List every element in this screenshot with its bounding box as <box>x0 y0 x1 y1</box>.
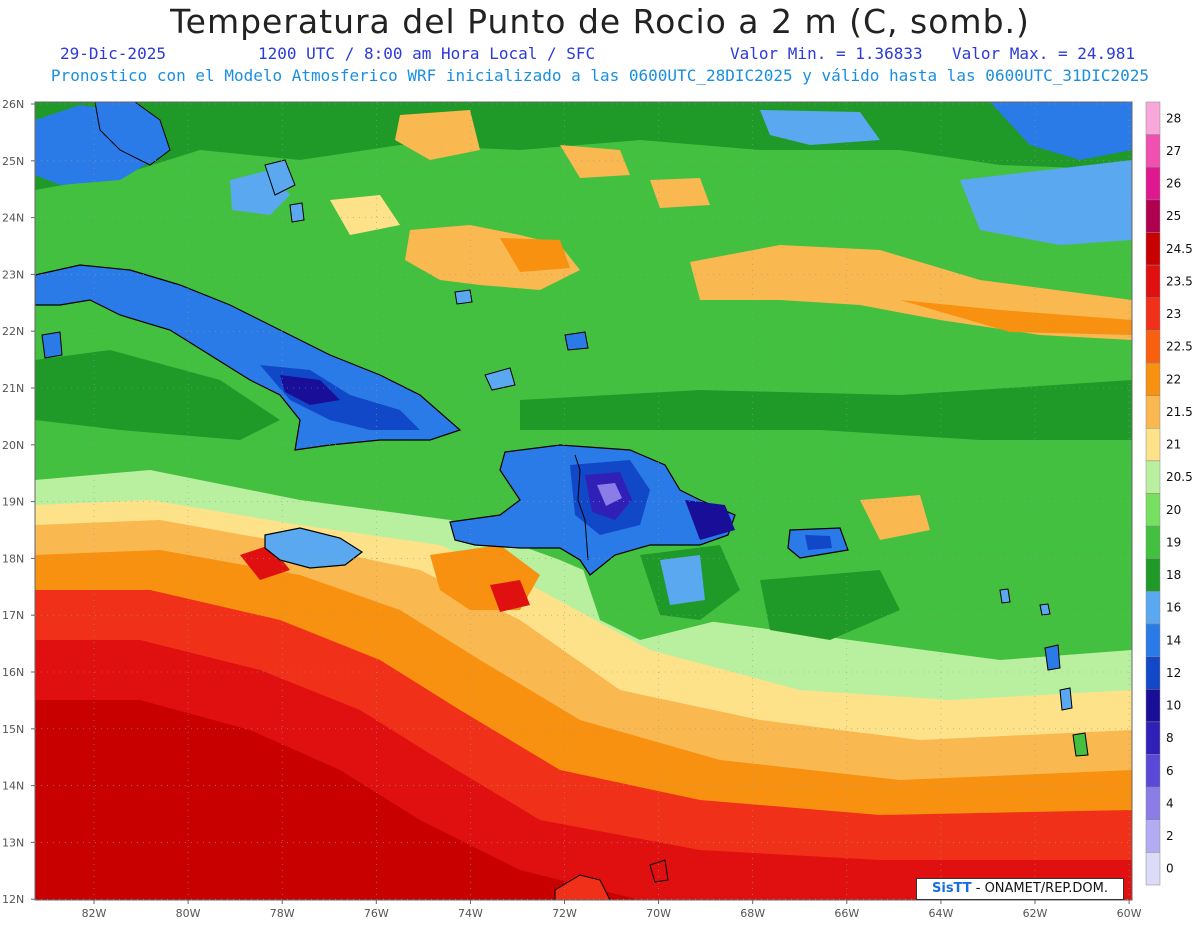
colorbar-swatch <box>1145 623 1161 657</box>
lat-label: 26N <box>2 98 24 111</box>
map-title: Temperatura del Punto de Rocio a 2 m (C,… <box>170 2 1030 41</box>
colorbar-label: 20.5 <box>1166 470 1193 484</box>
lon-label: 72W <box>552 907 577 920</box>
lon-label: 66W <box>834 907 859 920</box>
forecast-time: 1200 UTC / 8:00 am Hora Local / SFC <box>258 44 596 63</box>
colorbar-legend: 2827262524.523.52322.52221.52120.5201918… <box>1145 101 1193 886</box>
colorbar-label: 8 <box>1166 731 1174 745</box>
lat-label: 17N <box>2 609 24 622</box>
colorbar-label: 20 <box>1166 503 1181 517</box>
forecast-date: 29-Dic-2025 <box>60 44 166 63</box>
colorbar-label: 2 <box>1166 829 1174 843</box>
colorbar-label: 22 <box>1166 372 1181 386</box>
colorbar-label: 21 <box>1166 438 1181 452</box>
colorbar-swatch <box>1145 460 1161 494</box>
lat-label: 13N <box>2 836 24 849</box>
colorbar-swatch <box>1145 786 1161 820</box>
colorbar-swatch <box>1145 134 1161 168</box>
colorbar-label: 16 <box>1166 601 1181 615</box>
colorbar-swatch <box>1145 362 1161 396</box>
min-value: Valor Min. = 1.36833 <box>730 44 923 63</box>
colorbar-swatch <box>1145 101 1161 135</box>
colorbar-label: 23 <box>1166 307 1181 321</box>
colorbar-swatch <box>1145 493 1161 527</box>
colorbar-swatch <box>1145 395 1161 429</box>
colorbar-label: 4 <box>1166 796 1174 810</box>
colorbar-swatch <box>1145 167 1161 201</box>
credit-text: - ONAMET/REP.DOM. <box>975 881 1108 896</box>
lat-label: 19N <box>2 496 24 509</box>
max-value: Valor Max. = 24.981 <box>952 44 1136 63</box>
colorbar-label: 14 <box>1166 633 1181 647</box>
lon-label: 80W <box>176 907 201 920</box>
lon-label: 78W <box>270 907 295 920</box>
colorbar-swatch <box>1145 591 1161 625</box>
colorbar-swatch <box>1145 525 1161 559</box>
colorbar-label: 23.5 <box>1166 274 1193 288</box>
colorbar-label: 6 <box>1166 764 1174 778</box>
lat-label: 20N <box>2 439 24 452</box>
colorbar-swatch <box>1145 330 1161 364</box>
colorbar-swatch <box>1145 656 1161 690</box>
lat-label: 16N <box>2 666 24 679</box>
lat-label: 22N <box>2 325 24 338</box>
lat-label: 12N <box>2 893 24 906</box>
colorbar-swatch <box>1145 819 1161 853</box>
latitude-labels: 26N 25N 24N 23N 22N 21N 20N 19N 18N 17N 16N 15N 14N 1… <box>2 98 35 906</box>
lat-label: 18N <box>2 552 24 565</box>
longitude-labels: 82W 80W 78W 76W 74W 72W 70W 68W 66W 64W 62W 60W <box>82 900 1142 920</box>
credit-box: SisTT - ONAMET/REP.DOM. <box>916 878 1124 900</box>
colorbar-label: 10 <box>1166 699 1181 713</box>
colorbar-label: 19 <box>1166 535 1181 549</box>
colorbar-label: 21.5 <box>1166 405 1193 419</box>
colorbar-swatch <box>1145 558 1161 592</box>
colorbar-label: 27 <box>1166 144 1181 158</box>
colorbar-swatch <box>1145 689 1161 723</box>
lon-label: 62W <box>1023 907 1048 920</box>
colorbar-swatch <box>1145 199 1161 233</box>
lat-label: 25N <box>2 155 24 168</box>
lon-label: 60W <box>1117 907 1142 920</box>
lon-label: 68W <box>740 907 765 920</box>
dewpoint-field <box>35 102 1132 900</box>
lon-label: 76W <box>364 907 389 920</box>
colorbar-label: 12 <box>1166 666 1181 680</box>
lat-label: 14N <box>2 780 24 793</box>
colorbar-swatch <box>1145 297 1161 331</box>
colorbar-swatch <box>1145 428 1161 462</box>
colorbar-label: 24.5 <box>1166 242 1193 256</box>
colorbar-label: 0 <box>1166 862 1174 876</box>
colorbar-swatch <box>1145 721 1161 755</box>
lat-label: 23N <box>2 268 24 281</box>
colorbar-swatch <box>1145 754 1161 788</box>
colorbar-label: 26 <box>1166 177 1181 191</box>
colorbar-label: 18 <box>1166 568 1181 582</box>
lat-lon-grid <box>35 102 1132 900</box>
colorbar-label: 22.5 <box>1166 340 1193 354</box>
lon-label: 64W <box>928 907 953 920</box>
lon-label: 70W <box>646 907 671 920</box>
model-info: Pronostico con el Modelo Atmosferico WRF… <box>50 66 1150 85</box>
colorbar-swatch <box>1145 264 1161 298</box>
lon-label: 74W <box>458 907 483 920</box>
lat-label: 21N <box>2 382 24 395</box>
lon-label: 82W <box>82 907 107 920</box>
lat-label: 24N <box>2 212 24 225</box>
colorbar-swatch <box>1145 232 1161 266</box>
credit-brand: SisTT <box>932 881 972 896</box>
colorbar-label: 28 <box>1166 111 1181 125</box>
colorbar-swatch <box>1145 852 1161 886</box>
colorbar-label: 25 <box>1166 209 1181 223</box>
lat-label: 15N <box>2 723 24 736</box>
